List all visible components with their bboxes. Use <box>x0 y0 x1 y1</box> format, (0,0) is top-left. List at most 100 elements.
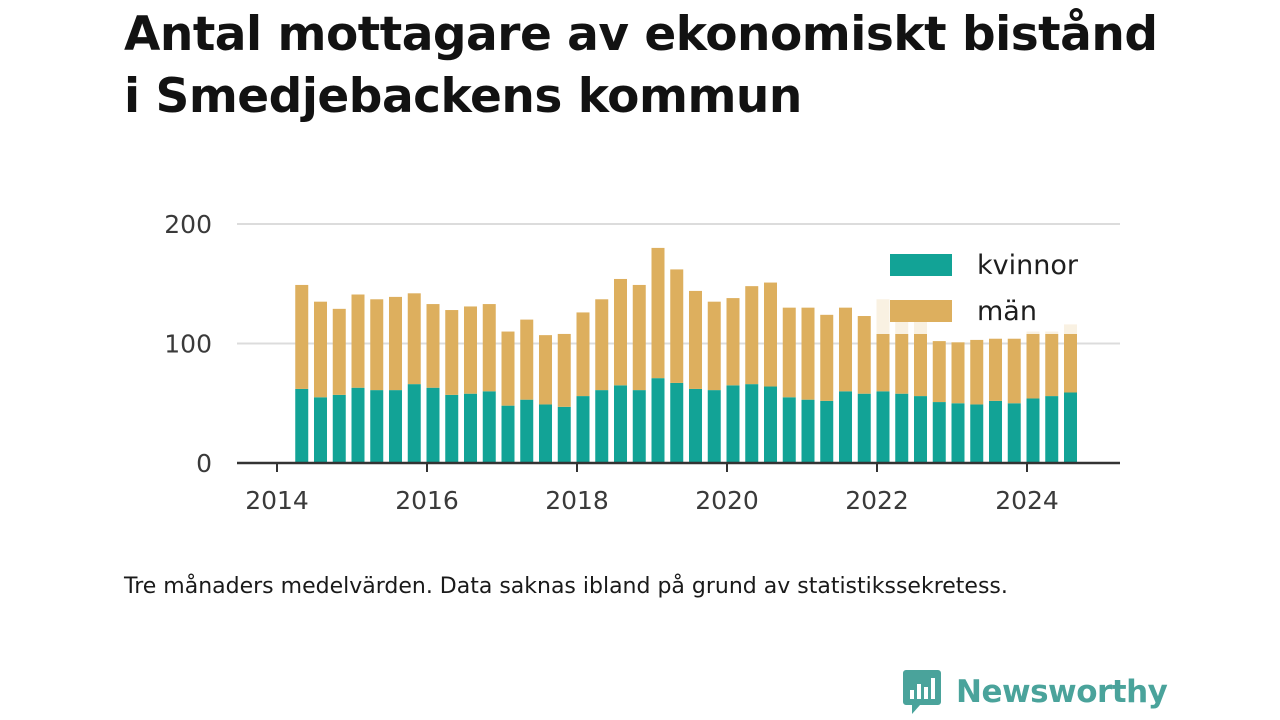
bar-man <box>782 307 796 398</box>
legend: kvinnor män <box>872 244 1102 334</box>
bar-man <box>520 319 534 400</box>
bar-kvinnor <box>370 390 384 463</box>
bar-man <box>1007 338 1021 404</box>
bar-man <box>726 298 740 386</box>
bar-man <box>1064 324 1077 393</box>
y-tick-label: 100 <box>164 330 212 359</box>
bar-kvinnor <box>407 384 421 463</box>
bar-man <box>314 301 327 398</box>
bar-man <box>764 282 777 387</box>
bar-kvinnor <box>689 388 702 463</box>
y-tick-label: 200 <box>164 210 212 239</box>
newsworthy-logo-icon <box>903 670 941 714</box>
bar-man <box>501 331 515 406</box>
bar-kvinnor <box>389 390 402 463</box>
bar-man <box>332 308 346 395</box>
bar-kvinnor <box>989 400 1002 463</box>
bar-man <box>295 284 309 389</box>
bar-man <box>407 293 421 385</box>
x-tick-label: 2020 <box>695 486 759 515</box>
bar-kvinnor <box>595 390 609 463</box>
bar-kvinnor <box>932 402 946 463</box>
bar-kvinnor <box>445 394 459 463</box>
bar-kvinnor <box>782 397 796 463</box>
bar-man <box>595 299 609 391</box>
bar-man <box>576 312 590 397</box>
bar-kvinnor <box>1064 392 1077 463</box>
bar-kvinnor <box>539 404 552 463</box>
bar-kvinnor <box>557 406 571 463</box>
bar-kvinnor <box>1007 403 1021 463</box>
x-tick-label: 2022 <box>845 486 909 515</box>
bar-kvinnor <box>820 400 834 463</box>
bar-kvinnor <box>351 387 365 463</box>
bar-man <box>801 307 815 400</box>
bar-kvinnor <box>614 385 627 463</box>
bar-kvinnor <box>576 396 590 463</box>
legend-label: kvinnor <box>977 250 1079 281</box>
bar-man <box>389 296 402 391</box>
brand-name: Newsworthy <box>956 674 1168 710</box>
bar-kvinnor <box>670 382 684 463</box>
bar-man <box>1026 331 1040 399</box>
bar-man <box>614 278 627 386</box>
bar-kvinnor <box>764 386 777 463</box>
bar-man <box>632 284 646 391</box>
bar-kvinnor <box>1045 396 1059 463</box>
bar-man <box>951 342 965 404</box>
bar-kvinnor <box>745 384 759 463</box>
bar-kvinnor <box>726 385 740 463</box>
legend-swatch <box>890 254 952 276</box>
bar-man <box>914 314 927 397</box>
bar-man <box>539 335 552 405</box>
chart-footnote: Tre månaders medelvärden. Data saknas ib… <box>124 574 1008 599</box>
x-axis: 2014 2016 2018 2020 2022 2024 <box>237 461 1120 515</box>
bar-man <box>745 286 759 385</box>
y-tick-label: 0 <box>196 449 212 478</box>
chart-title: Antal mottagare av ekonomiskt bistånd i … <box>124 7 1158 124</box>
bar-kvinnor <box>801 399 815 463</box>
bar-man <box>707 301 721 391</box>
bar-kvinnor <box>501 405 515 463</box>
bar-man <box>970 339 984 405</box>
bar-kvinnor <box>295 388 309 463</box>
y-axis-ticks: 0 100 200 <box>164 210 212 478</box>
bar-kvinnor <box>314 397 327 463</box>
bar-man <box>989 338 1002 401</box>
bar-man <box>351 294 365 388</box>
bar-kvinnor <box>857 393 871 463</box>
bar-man <box>932 341 946 403</box>
bar-man <box>426 304 440 388</box>
bar-man <box>651 247 665 379</box>
bar-man <box>839 307 852 392</box>
legend-swatch <box>890 300 952 322</box>
bar-man <box>1045 331 1059 397</box>
bar-kvinnor <box>464 393 477 463</box>
bar-man <box>370 299 384 391</box>
bar-kvinnor <box>520 399 534 463</box>
bar-kvinnor <box>970 404 984 463</box>
newsworthy-brand[interactable]: Newsworthy <box>902 668 1168 716</box>
bar-man <box>689 290 702 389</box>
bars <box>295 247 1077 463</box>
bar-kvinnor <box>1026 398 1040 463</box>
bar-man <box>464 306 477 394</box>
x-tick-label: 2014 <box>245 486 309 515</box>
bar-kvinnor <box>895 393 909 463</box>
x-tick-label: 2018 <box>545 486 609 515</box>
bar-man <box>820 314 834 401</box>
x-tick-label: 2024 <box>995 486 1059 515</box>
bar-kvinnor <box>651 378 665 463</box>
bar-man <box>857 316 871 394</box>
bar-kvinnor <box>482 391 496 463</box>
bar-man <box>670 269 684 383</box>
bar-kvinnor <box>426 387 440 463</box>
bar-man <box>482 304 496 392</box>
bar-man <box>557 333 571 407</box>
bar-kvinnor <box>914 396 927 463</box>
x-tick-label: 2016 <box>395 486 459 515</box>
bar-kvinnor <box>707 390 721 463</box>
bar-kvinnor <box>632 390 646 463</box>
bar-kvinnor <box>332 394 346 463</box>
bar-man <box>445 310 459 395</box>
